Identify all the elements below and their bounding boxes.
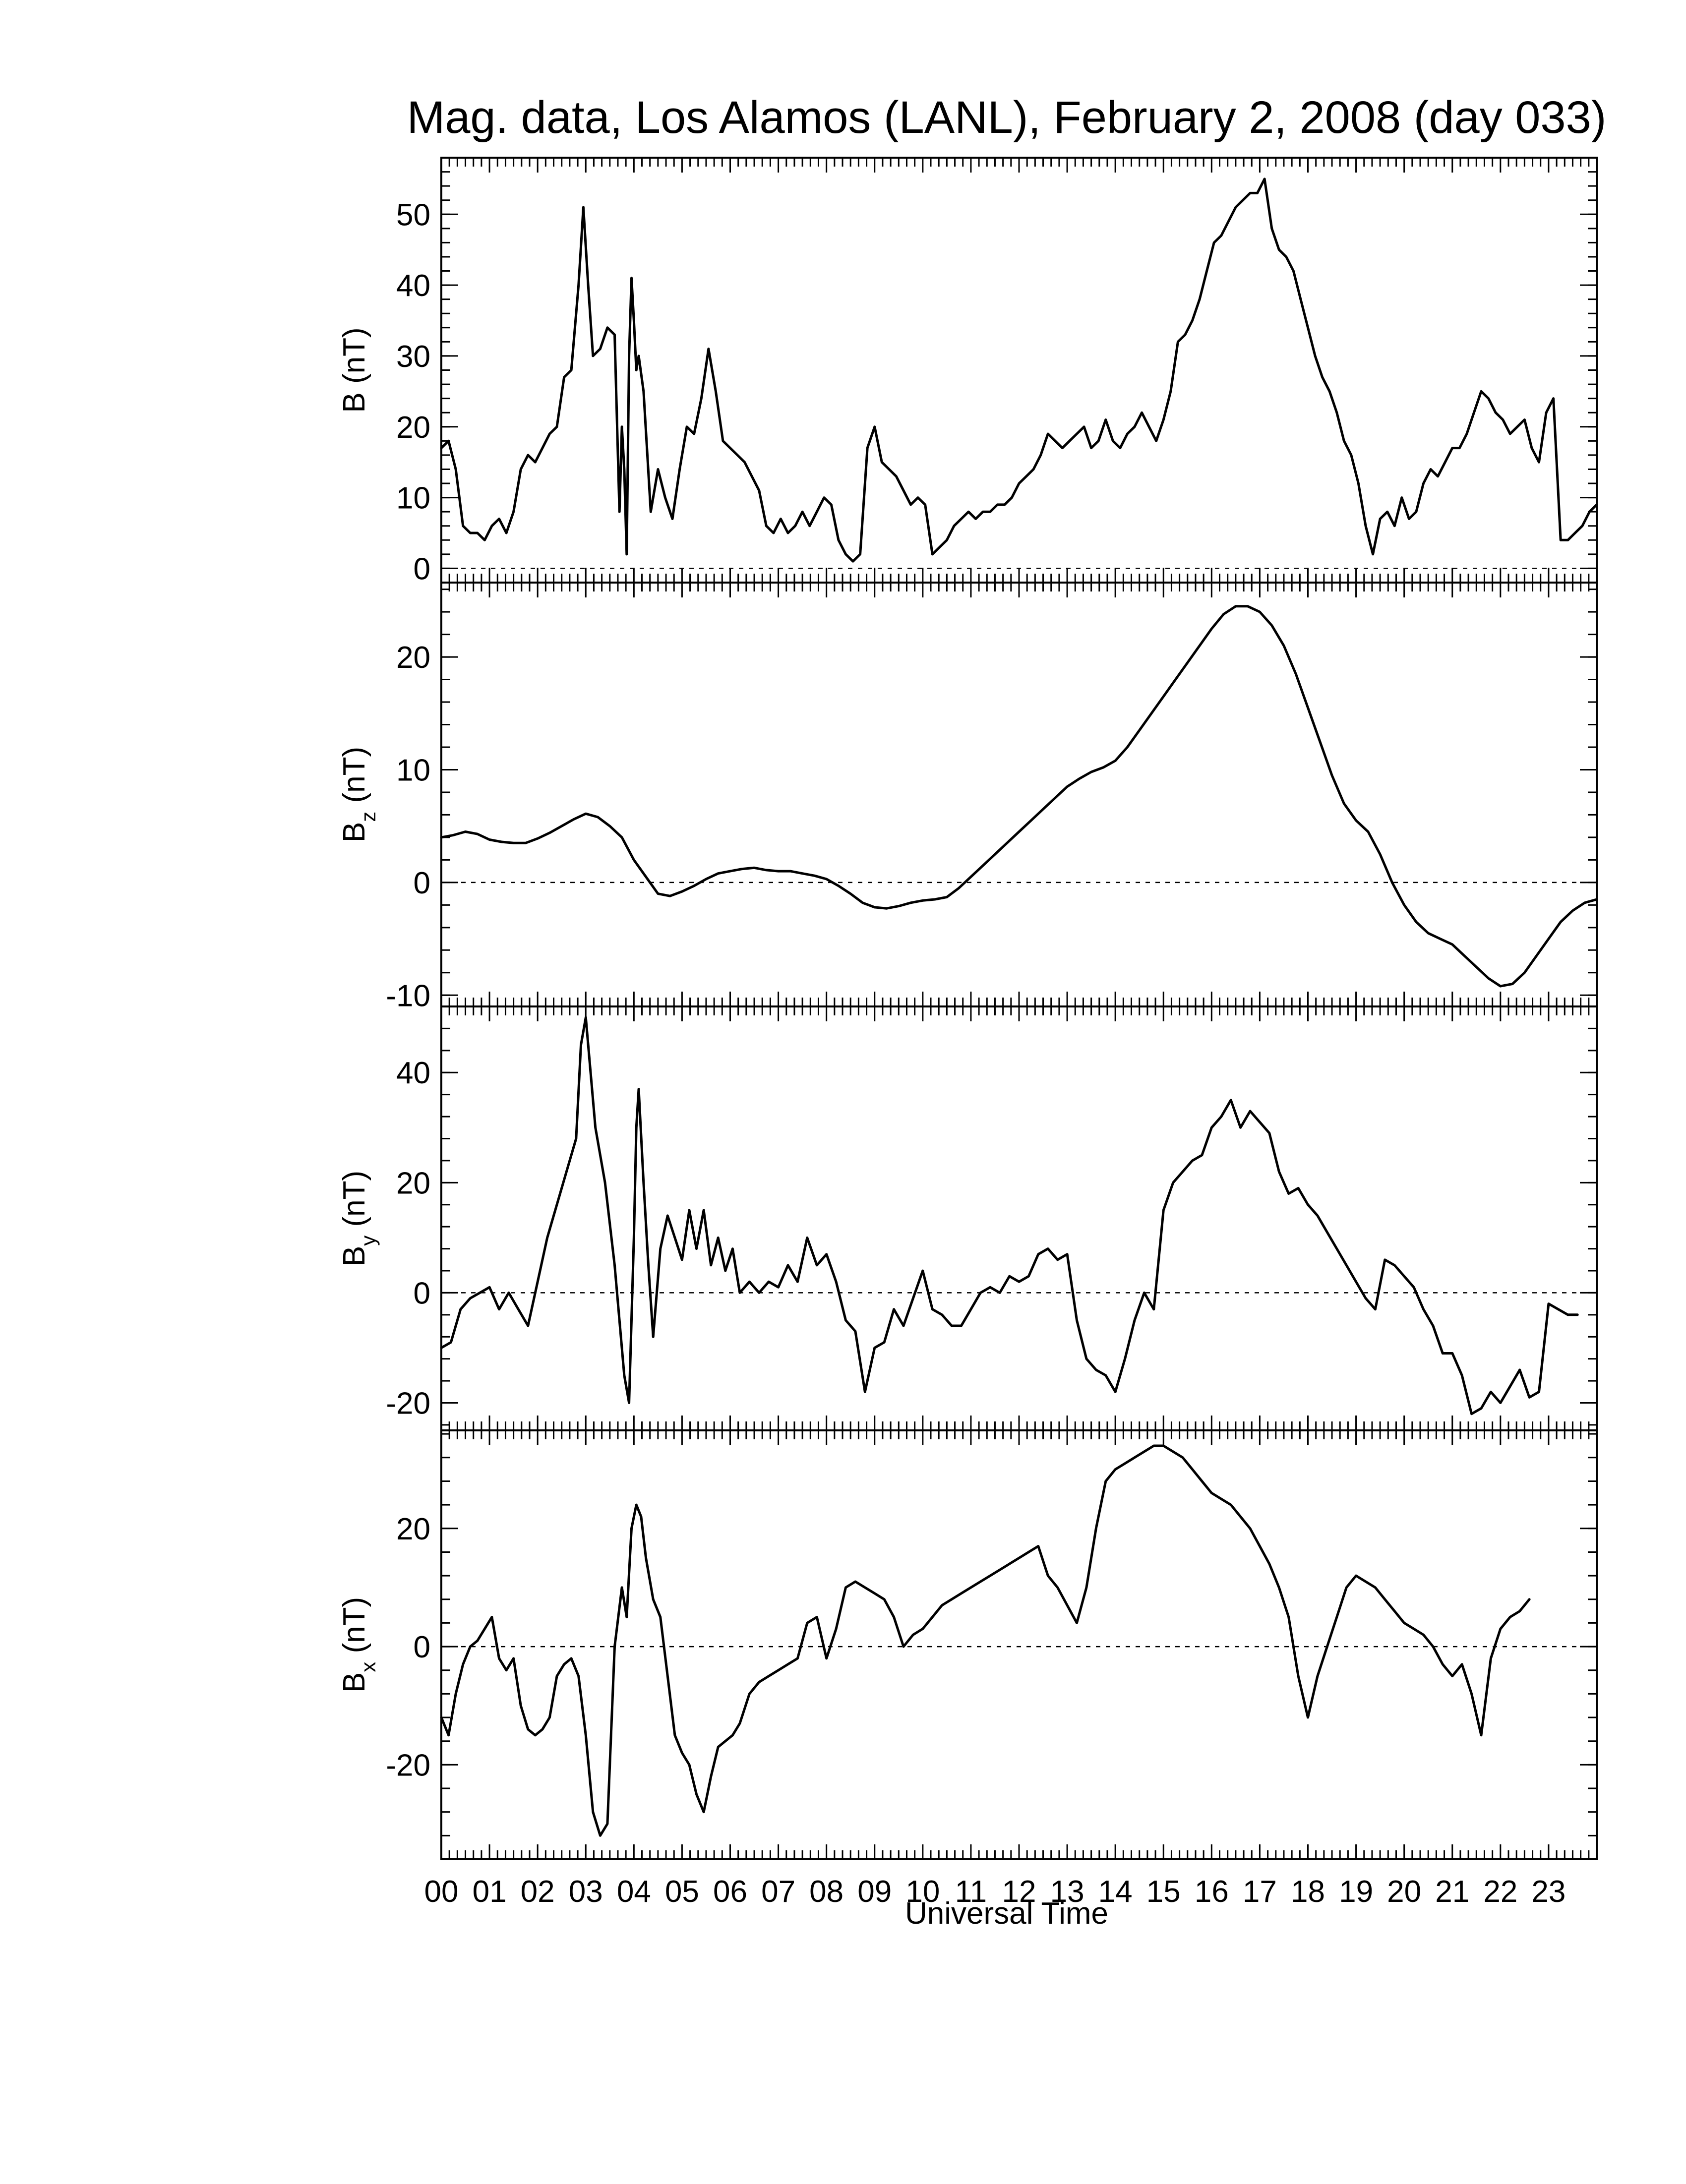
x-tick-label: 08 [809,1875,843,1909]
y-axis-label-Bx: Bx (nT) [337,1597,380,1693]
panel-Bz: -10 0 10 20 Bz (nT) [337,582,1598,1013]
x-ticks-By [440,1006,1598,1430]
x-tick-label: 12 [1002,1875,1036,1909]
y-tick-label: 20 [396,641,430,675]
x-axis: 00 01 02 03 04 05 06 07 08 09 10 11 12 13 14 15 16 17 18 19… [424,1875,1566,1909]
y-tick-label: -20 [386,1748,430,1782]
x-tick-label: 15 [1146,1875,1181,1909]
x-axis-label: Universal Time [905,1896,1108,1931]
panel-Bx: -20 0 20 Bx (nT) [337,1429,1598,1860]
y-minor-ticks-By [441,1005,1597,1426]
y-axis-label-Bz: Bz (nT) [337,747,380,842]
x-tick-label: 02 [521,1875,555,1909]
x-tick-label: 16 [1195,1875,1229,1909]
x-tick-label: 10 [905,1875,940,1909]
x-tick-label: 20 [1387,1875,1421,1909]
y-tick-label: -20 [386,1386,430,1420]
y-tick-label: 10 [396,753,430,787]
panel-B: 0 10 20 30 40 50 B (nT) [337,157,1598,586]
x-tick-label: 17 [1243,1875,1277,1909]
y-tick-label: 40 [396,1056,430,1090]
chart-title: Mag. data, Los Alamos (LANL), February 2… [407,92,1607,143]
y-tick-label: 30 [396,340,430,374]
x-tick-label: 18 [1291,1875,1325,1909]
x-tick-label: 21 [1435,1875,1469,1909]
y-tick-label: 0 [414,1630,430,1664]
series-line-Bx [440,1444,1531,1837]
x-tick-label: 09 [857,1875,892,1909]
panels-layer: 0 10 20 30 40 50 B (nT) -10 0 10 20 Bz (nT) -20 0 20 40… [337,157,1598,1860]
x-tick-label: 23 [1531,1875,1566,1909]
y-tick-label: 10 [396,481,430,516]
x-tick-label: 13 [1050,1875,1084,1909]
x-ticks-Bx [440,1430,1598,1859]
y-tick-label: 20 [396,411,430,445]
y-tick-label: 0 [414,866,430,900]
x-tick-label: 05 [665,1875,699,1909]
x-tick-label: 22 [1483,1875,1517,1909]
y-tick-label: 0 [414,1276,430,1310]
y-tick-label: 20 [396,1512,430,1546]
x-tick-label: 14 [1098,1875,1133,1909]
x-tick-label: 06 [713,1875,747,1909]
y-tick-label: 20 [396,1166,430,1200]
y-tick-label: -10 [386,979,430,1013]
x-tick-label: 19 [1339,1875,1373,1909]
x-tick-label: 04 [617,1875,651,1909]
y-axis-label-By: By (nT) [337,1171,380,1266]
x-tick-label: 11 [955,1875,987,1909]
y-tick-label: 0 [414,552,430,586]
x-ticks-Bz [440,583,1598,1006]
series-line-B [440,177,1598,563]
x-tick-label: 00 [424,1875,459,1909]
x-ticks-B [440,158,1598,583]
series-line-Bz [440,605,1598,988]
y-minor-ticks-B [441,157,1597,584]
series-line-By [440,1016,1579,1416]
y-axis-label-B: B (nT) [337,327,371,413]
panel-By: -20 0 20 40 By (nT) [337,1005,1598,1431]
x-tick-label: 03 [569,1875,603,1909]
y-tick-label: 50 [396,198,430,232]
y-tick-label: 40 [396,269,430,303]
x-tick-label: 01 [473,1875,507,1909]
x-tick-label: 07 [761,1875,795,1909]
